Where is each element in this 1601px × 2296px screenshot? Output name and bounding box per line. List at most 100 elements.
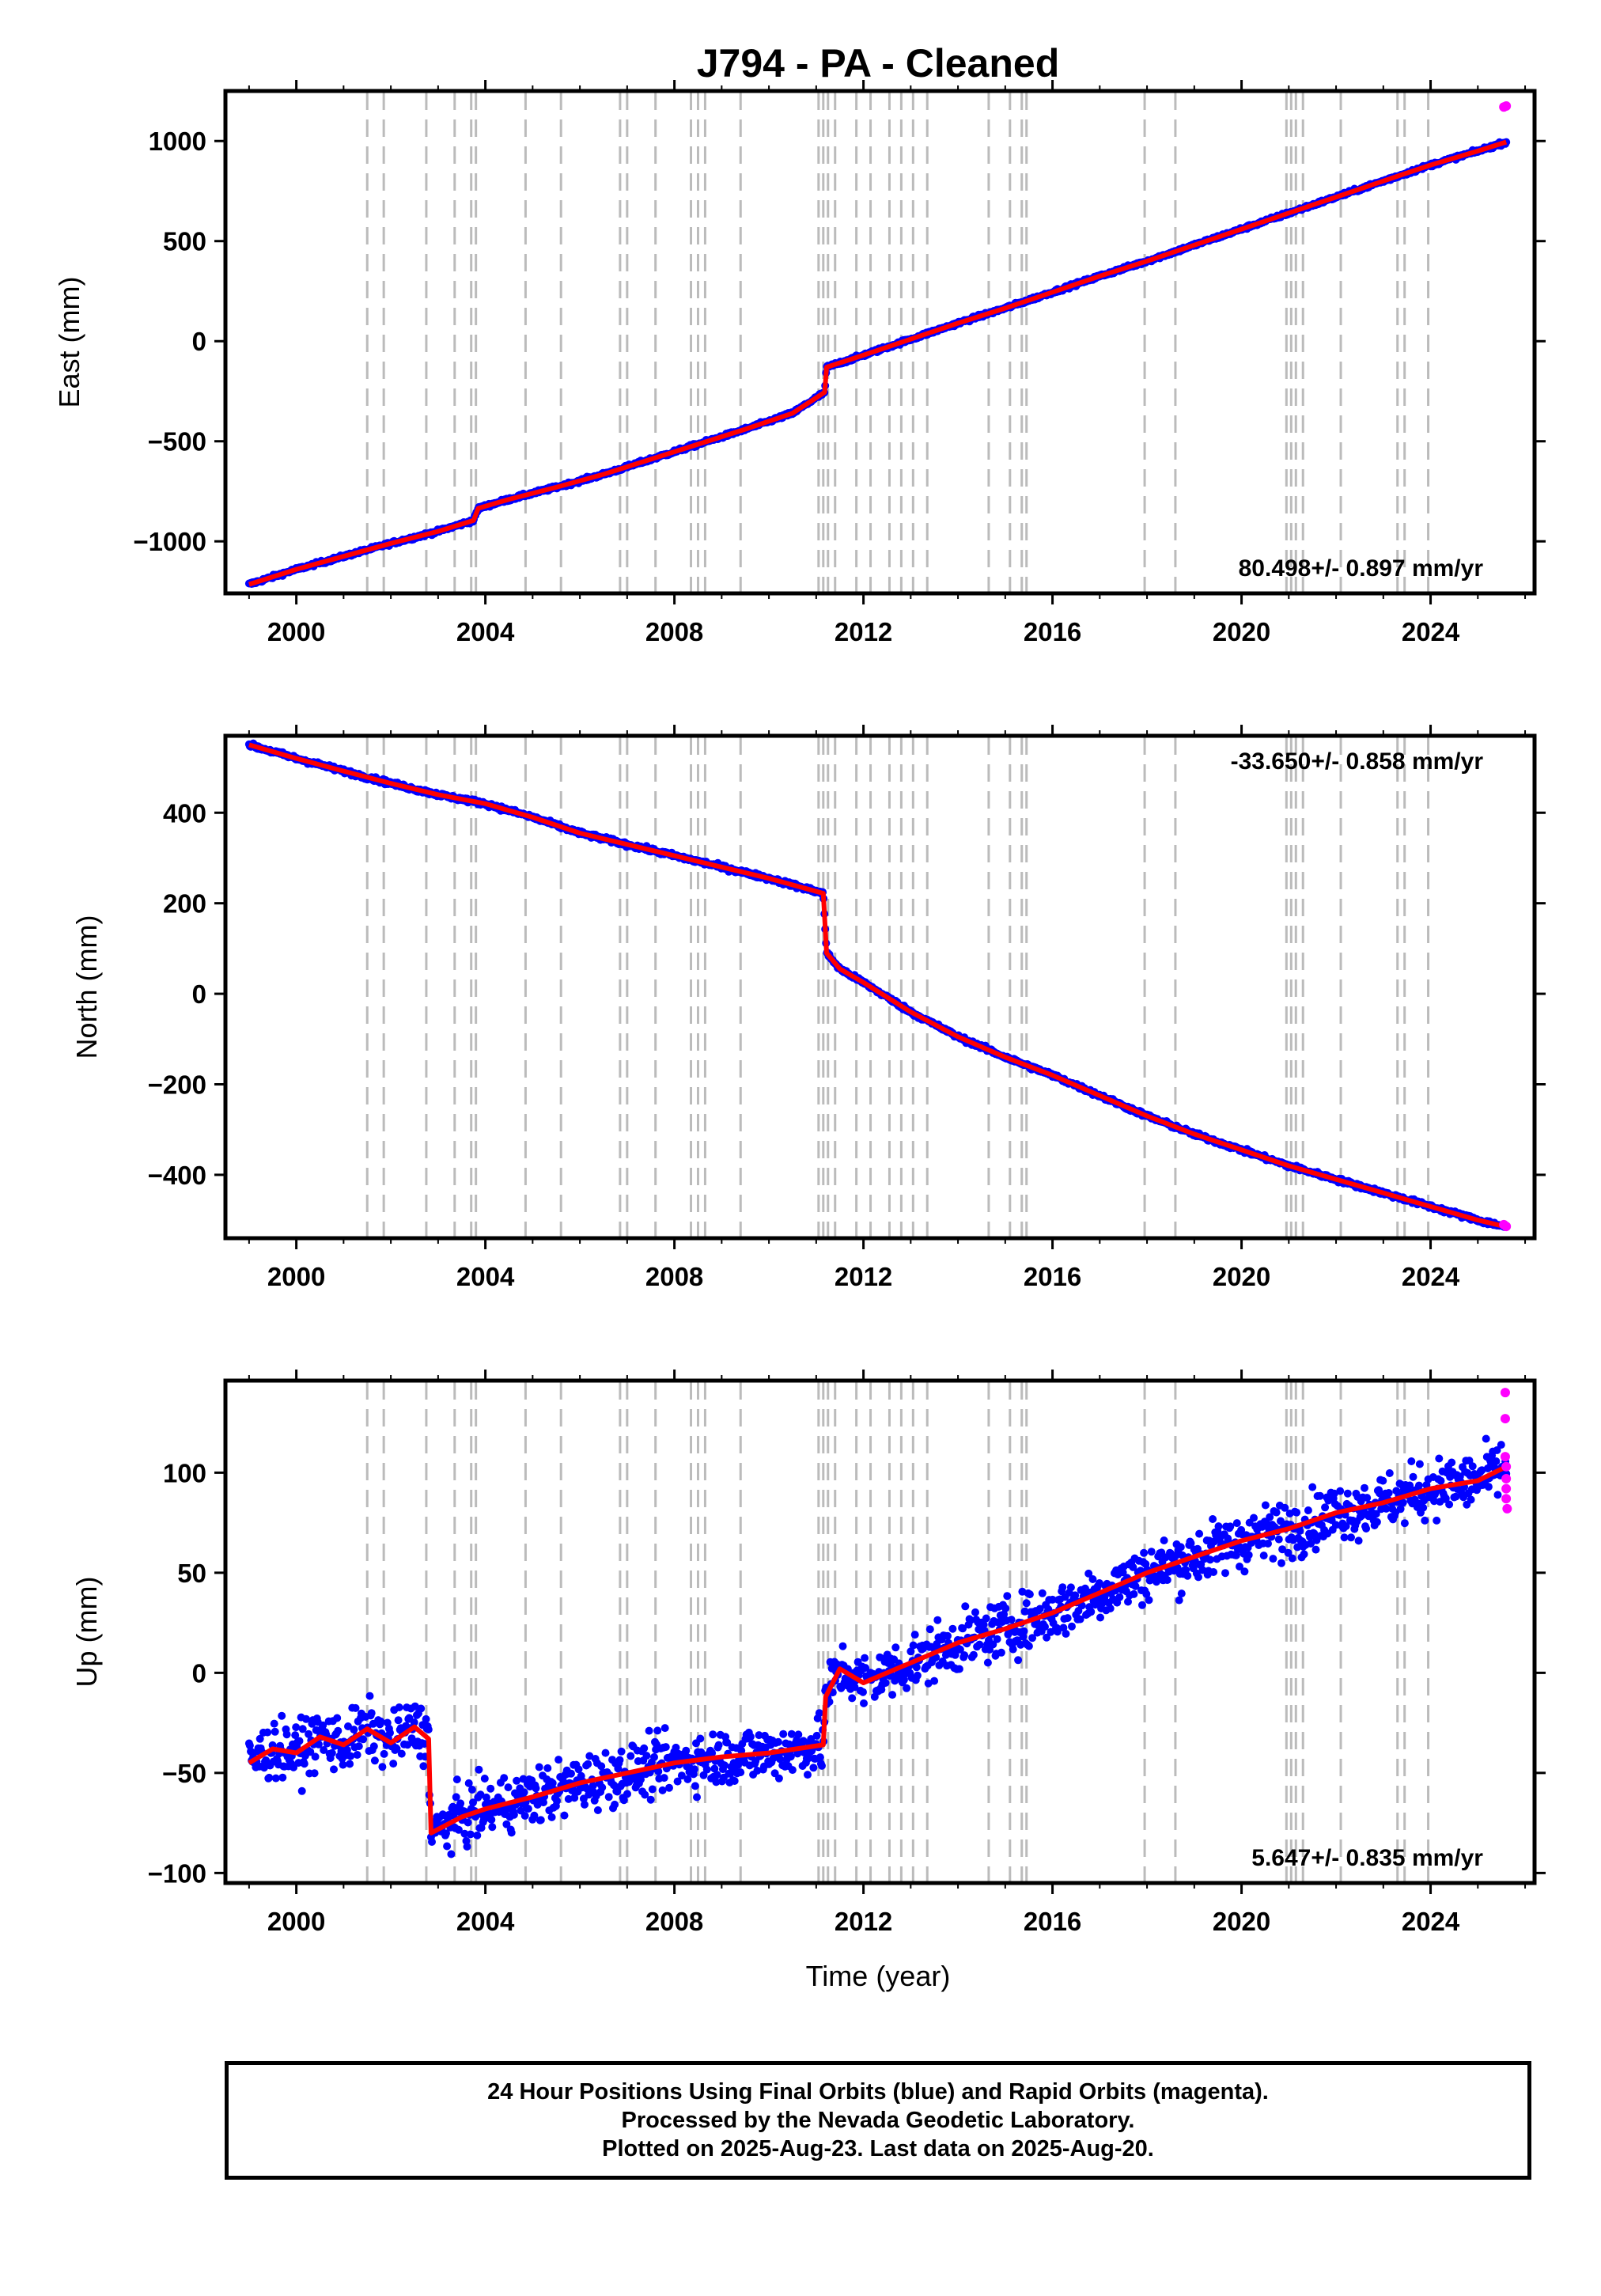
data-point: [690, 1765, 698, 1774]
data-point: [838, 1642, 847, 1650]
data-point: [1025, 1590, 1034, 1599]
data-point: [593, 1806, 602, 1814]
y-tick-label: 0: [192, 327, 206, 356]
data-point: [359, 1735, 368, 1744]
data-point: [1264, 1540, 1272, 1548]
data-point: [378, 1763, 387, 1771]
data-point: [1482, 1434, 1490, 1443]
data-point: [660, 1774, 668, 1783]
data-point: [464, 1818, 472, 1827]
data-point: [297, 1786, 306, 1795]
data-point: [809, 1764, 818, 1772]
data-point: [1269, 1555, 1277, 1563]
data-point: [912, 1663, 921, 1672]
data-point: [1492, 1457, 1501, 1465]
model-line: [248, 139, 1508, 587]
data-point: [815, 1709, 823, 1718]
data-point: [910, 1631, 919, 1639]
data-point: [486, 1784, 495, 1793]
data-point: [693, 1793, 701, 1802]
data-point: [696, 1734, 705, 1743]
data-point: [282, 1730, 291, 1739]
data-point: [1421, 1516, 1429, 1525]
data-point: [604, 1793, 613, 1802]
data-point: [1176, 1543, 1185, 1552]
data-point: [903, 1684, 911, 1692]
figure-title: J794 - PA - Cleaned: [697, 41, 1060, 85]
x-tick-label: 2020: [1213, 1262, 1270, 1291]
data-point: [1448, 1458, 1456, 1467]
data-point: [278, 1773, 287, 1782]
data-point: [1068, 1622, 1076, 1631]
data-point: [1244, 1551, 1253, 1559]
data-point: [394, 1716, 403, 1725]
panels: 2000 2004 2008 2012 2016 2020 2024−1000−500050…: [53, 80, 1546, 1936]
x-tick-label: 2020: [1213, 1907, 1270, 1936]
y-tick-label: −100: [148, 1858, 206, 1888]
rapid-orbit-point: [1501, 1222, 1512, 1232]
data-point: [1362, 1525, 1371, 1533]
y-tick-label: −1000: [133, 527, 206, 556]
rate-annotation: 80.498+/- 0.897 mm/yr: [1239, 555, 1484, 582]
data-point: [1209, 1515, 1217, 1523]
data-point: [350, 1726, 358, 1734]
data-point: [424, 1726, 433, 1733]
x-tick-label: 2020: [1213, 617, 1270, 646]
y-tick-label: 400: [163, 798, 206, 828]
data-point: [1300, 1550, 1308, 1559]
data-point: [818, 1761, 826, 1770]
data-point: [463, 1843, 471, 1851]
y-tick-label: −200: [148, 1070, 206, 1099]
data-point: [524, 1805, 532, 1813]
data-point: [1221, 1569, 1229, 1578]
data-point: [1226, 1522, 1235, 1531]
data-point: [665, 1783, 673, 1792]
data-point: [691, 1782, 699, 1790]
data-point: [702, 1765, 711, 1774]
data-point: [500, 1774, 509, 1783]
y-tick-label: −500: [148, 427, 206, 457]
x-tick-label: 2016: [1024, 1907, 1081, 1936]
data-point: [1096, 1613, 1104, 1622]
data-point: [1058, 1583, 1067, 1592]
rapid-orbit-point: [1500, 1452, 1510, 1462]
data-point: [1274, 1535, 1283, 1544]
y-tick-label: 50: [177, 1559, 206, 1588]
data-point: [1088, 1575, 1097, 1583]
y-tick-label: 100: [163, 1458, 206, 1487]
data-point: [265, 1773, 274, 1782]
data-point: [543, 1764, 552, 1772]
data-point: [567, 1769, 575, 1778]
data-point: [660, 1724, 669, 1733]
data-point: [1232, 1519, 1241, 1528]
data-point: [292, 1723, 301, 1732]
data-point: [270, 1719, 278, 1728]
data-point: [993, 1635, 1001, 1643]
data-point: [1087, 1608, 1096, 1616]
data-point: [1009, 1645, 1017, 1654]
data-point: [584, 1760, 592, 1768]
data-point: [1288, 1554, 1296, 1563]
final-orbit-points: [244, 739, 1511, 1231]
data-point: [1250, 1514, 1258, 1522]
y-tick-label: −50: [162, 1759, 206, 1788]
data-point: [1468, 1462, 1477, 1471]
data-point: [346, 1752, 355, 1760]
data-point: [339, 1760, 347, 1769]
data-point: [1020, 1627, 1028, 1635]
final-orbit-points: [244, 1434, 1511, 1858]
data-point: [310, 1769, 319, 1778]
data-point: [1409, 1472, 1417, 1481]
footer-line-1: 24 Hour Positions Using Final Orbits (bl…: [487, 2079, 1269, 2105]
data-point: [480, 1775, 489, 1783]
data-point: [948, 1624, 957, 1633]
y-tick-label: −400: [148, 1161, 206, 1190]
data-point: [1372, 1517, 1381, 1526]
data-point: [925, 1625, 934, 1634]
rapid-orbit-point: [1500, 1414, 1510, 1424]
data-point: [1205, 1555, 1214, 1564]
data-point: [1277, 1559, 1285, 1567]
data-point: [944, 1631, 952, 1640]
data-point: [1183, 1571, 1192, 1580]
x-tick-label: 2012: [835, 617, 892, 646]
